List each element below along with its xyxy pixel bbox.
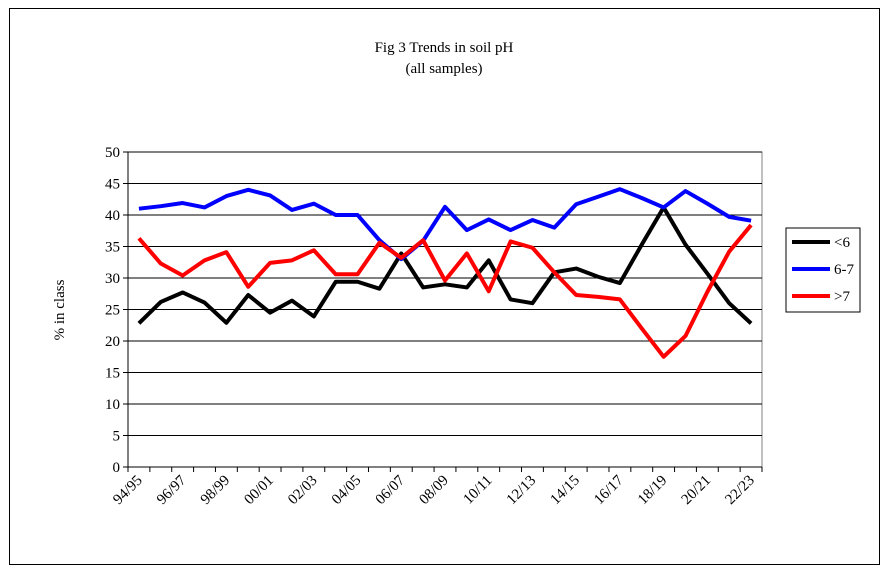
y-tick-label: 20 [105, 334, 120, 350]
y-tick-label: 50 [105, 145, 120, 161]
chart-frame [9, 8, 880, 565]
y-axis-label: % in class [52, 279, 68, 340]
y-tick-label: 35 [105, 240, 120, 256]
chart-title: Fig 3 Trends in soil pH [375, 40, 514, 56]
y-tick-label: 40 [105, 208, 120, 224]
legend-label: <6 [834, 235, 850, 251]
series-line [137, 223, 753, 359]
legend-label: >7 [834, 289, 850, 305]
legend-label: 6-7 [834, 262, 854, 278]
y-tick-label: 10 [105, 397, 120, 413]
y-tick-label: 15 [105, 366, 120, 382]
series-line [138, 187, 752, 262]
series-line [137, 205, 753, 325]
chart-subtitle: (all samples) [405, 61, 482, 77]
y-tick-label: 25 [105, 303, 120, 319]
y-tick-label: 30 [105, 271, 120, 287]
y-tick-label: 5 [113, 429, 121, 445]
y-tick-label: 45 [105, 177, 120, 193]
y-tick-label: 0 [113, 460, 121, 476]
